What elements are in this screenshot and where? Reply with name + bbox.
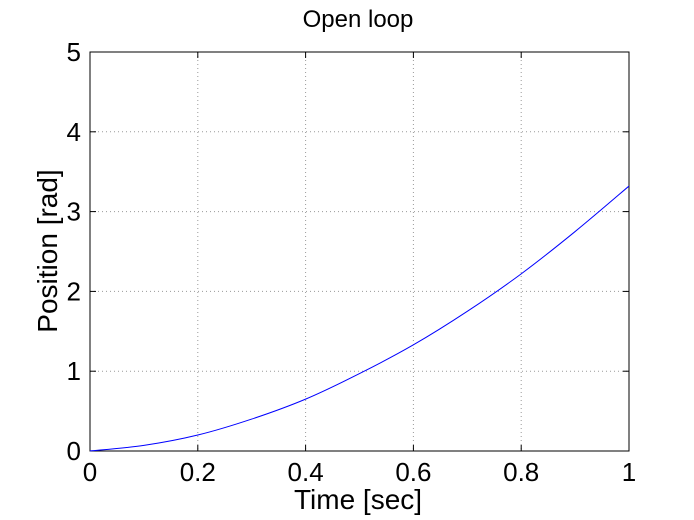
series-lines (89, 185, 630, 452)
grid (90, 52, 629, 451)
y-tick-label: 1 (67, 356, 81, 386)
x-tick-label: 0.8 (503, 457, 539, 487)
series-line (89, 185, 630, 452)
y-tick-label: 4 (67, 117, 81, 147)
plot-area-frame (89, 51, 630, 452)
axis-ticks: 0 0.2 0.4 0.6 0.8 1 0 1 2 3 4 5 (67, 37, 637, 487)
y-axis-label: Position [rad] (32, 169, 63, 332)
x-tick-label: 0.2 (180, 457, 216, 487)
y-tick-label: 3 (67, 197, 81, 227)
chart-title: Open loop (303, 6, 414, 33)
x-axis-label: Time [sec] (294, 484, 422, 515)
x-tick-label: 1 (622, 457, 636, 487)
x-tick-label: 0.6 (395, 457, 431, 487)
y-tick-label: 0 (67, 436, 81, 466)
y-tick-label: 5 (67, 37, 81, 67)
x-tick-label: 0.4 (288, 457, 324, 487)
x-tick-label: 0 (83, 457, 97, 487)
y-tick-label: 2 (67, 276, 81, 306)
